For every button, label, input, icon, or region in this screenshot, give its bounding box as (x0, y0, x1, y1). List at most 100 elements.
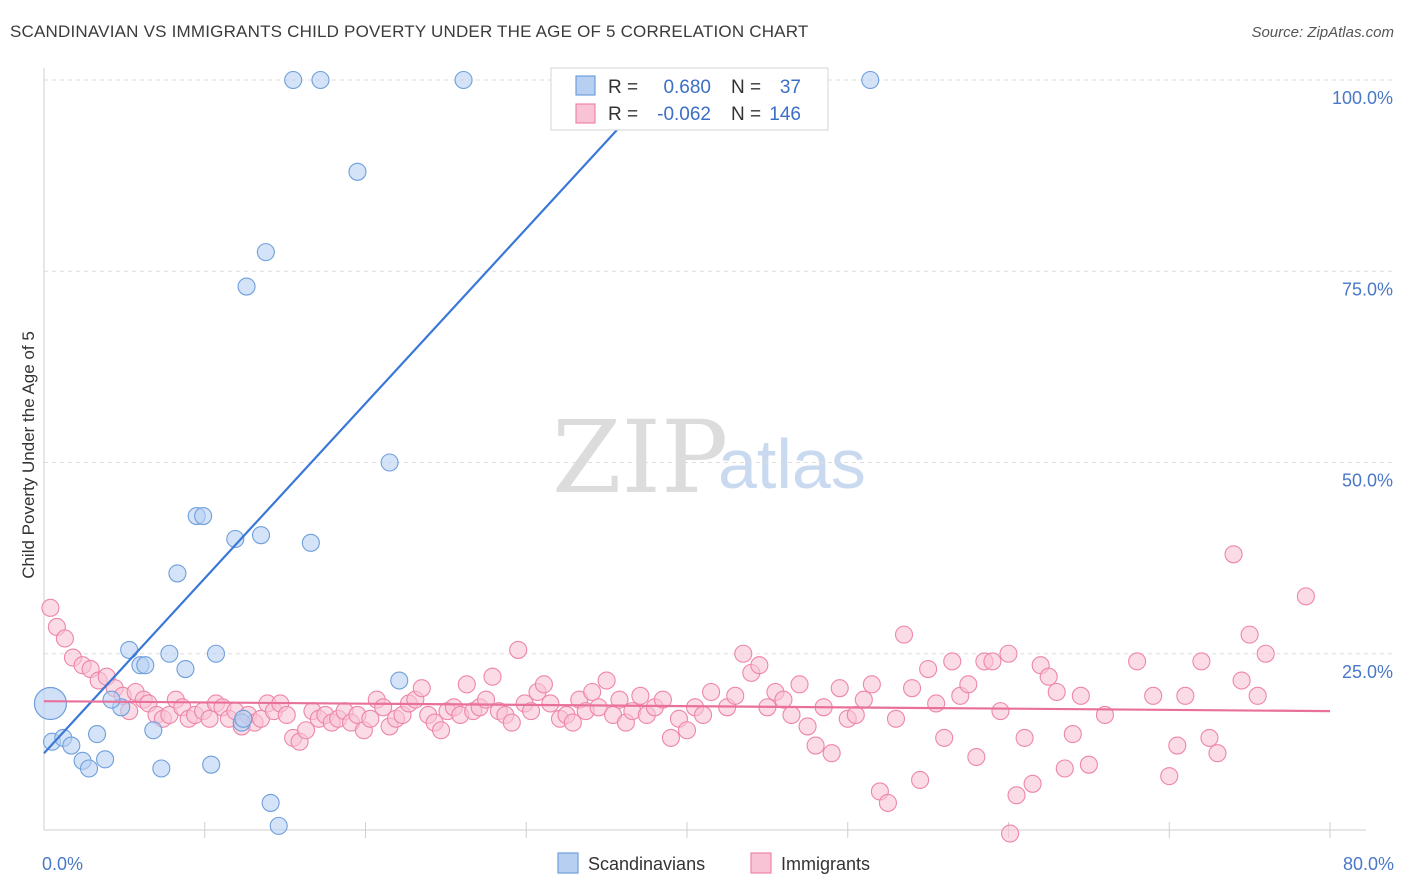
immigrant-point (361, 709, 380, 728)
immigrant-point (653, 690, 672, 709)
legend-swatch-scandinavians[interactable] (557, 852, 579, 874)
immigrant-point (661, 728, 680, 747)
immigrant-point (522, 702, 541, 721)
stats-box: R = 0.680 N = 37 R = -0.062 N = 146 (550, 67, 829, 131)
immigrant-point (1071, 686, 1090, 705)
scandinavian-point-large (33, 686, 68, 721)
immigrant-point (1063, 725, 1082, 744)
immigrant-point (483, 667, 502, 686)
immigrant-point (967, 747, 986, 767)
scandinavian-point (136, 656, 155, 675)
immigrant-point (862, 675, 881, 694)
x-tick-label-min: 0.0% (42, 854, 83, 874)
immigrant-point (919, 659, 938, 679)
immigrant-point (1144, 686, 1163, 705)
immigrant-point (750, 656, 769, 675)
scandinavian-point (284, 70, 303, 90)
immigrant-point (1192, 652, 1211, 671)
immigrant-point (983, 652, 1002, 671)
scandinavian-point (454, 70, 473, 90)
immigrant-point (911, 770, 930, 790)
immigrant-point (927, 694, 946, 713)
scandinavian-point (79, 759, 99, 778)
watermark-zip: ZIP (552, 399, 728, 516)
immigrant-point (943, 652, 962, 671)
immigrants-points (41, 545, 1315, 843)
scandinavian-point (237, 277, 256, 296)
immigrant-point (1055, 759, 1074, 778)
scandinavian-point (102, 690, 121, 709)
immigrant-point (1047, 682, 1066, 702)
y-axis-label: Child Poverty Under the Age of 5 (19, 331, 38, 579)
scandinavian-point (256, 243, 275, 262)
immigrant-point (1224, 545, 1243, 564)
immigrant-point (1296, 587, 1315, 606)
immigrant-point (1176, 686, 1195, 705)
immigrant-point (1023, 774, 1042, 793)
scandinavian-point (861, 70, 880, 90)
immigrant-point (782, 705, 801, 725)
immigrant-point (798, 717, 817, 736)
scandinavian-point (144, 721, 163, 740)
scandinavian-point (202, 755, 221, 774)
immigrant-point (1208, 744, 1227, 763)
stats-swatch-scandinavians (575, 75, 596, 96)
immigrant-point (1001, 824, 1020, 843)
scandinavians-points (33, 70, 880, 835)
scandinavian-point (311, 70, 330, 90)
scandinavian-point (234, 709, 253, 728)
y-tick-label-25: 25.0% (1342, 662, 1393, 682)
immigrant-point (1095, 705, 1114, 725)
scandinavian-point (194, 506, 213, 526)
immigrant-point (296, 721, 316, 740)
stats-n-label-immigrants: N = (731, 104, 761, 125)
immigrant-point (878, 793, 897, 812)
immigrant-point (677, 721, 697, 740)
immigrant-point (790, 675, 809, 694)
immigrant-point (822, 744, 841, 763)
stats-r-value-scandinavians: 0.680 (663, 77, 711, 98)
immigrant-point (200, 709, 219, 728)
immigrant-point (631, 686, 650, 705)
immigrant-point (432, 721, 451, 740)
immigrant-point (1079, 755, 1098, 774)
immigrant-point (583, 682, 602, 702)
immigrant-point (846, 705, 865, 725)
legend: Scandinavians Immigrants (557, 852, 870, 874)
stats-r-label-immigrants: R = (608, 104, 638, 125)
legend-label-immigrants[interactable]: Immigrants (781, 854, 870, 874)
immigrant-point (806, 736, 825, 755)
immigrant-point (541, 694, 560, 713)
immigrant-point (412, 679, 431, 698)
legend-swatch-immigrants[interactable] (750, 852, 772, 874)
scandinavian-point (301, 533, 320, 552)
scandinavian-point (120, 640, 139, 659)
immigrant-point (1160, 767, 1179, 786)
immigrant-point (694, 705, 713, 725)
source-label: Source: ZipAtlas.com (1251, 24, 1394, 41)
immigrant-point (774, 690, 793, 709)
scandinavian-point (168, 564, 187, 583)
immigrant-point (502, 713, 521, 732)
y-tick-label-75: 75.0% (1342, 279, 1393, 299)
scandinavian-point (390, 671, 409, 690)
immigrant-point (41, 598, 60, 617)
immigrant-point (935, 728, 954, 747)
scandinavian-point (96, 750, 115, 769)
immigrant-point (726, 686, 745, 705)
stats-r-value-immigrants: -0.062 (657, 104, 711, 125)
scandinavian-point (206, 644, 226, 663)
immigrant-point (902, 679, 922, 698)
scandinavian-point (152, 759, 171, 778)
immigrant-point (1240, 625, 1259, 644)
scandinavian-point (226, 529, 245, 549)
immigrant-point (1128, 652, 1147, 671)
immigrant-point (886, 709, 906, 728)
immigrant-point (277, 705, 296, 725)
scandinavians-trend-line (43, 79, 664, 754)
stats-r-label-scandinavians: R = (608, 77, 638, 98)
stats-n-value-scandinavians: 37 (780, 77, 801, 98)
legend-label-scandinavians[interactable]: Scandinavians (588, 854, 705, 874)
immigrant-point (1168, 736, 1187, 755)
